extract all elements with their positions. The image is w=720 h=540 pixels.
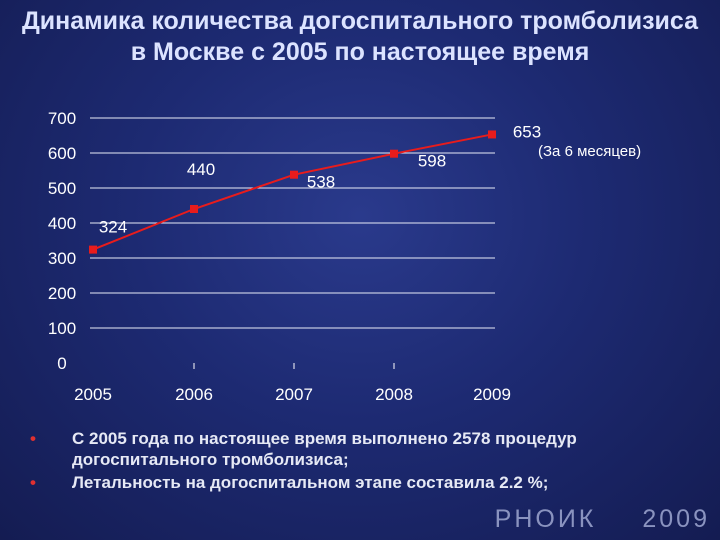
y-tick-label: 100 — [48, 319, 76, 338]
page-title: Динамика количества догоспитального тром… — [21, 7, 699, 66]
y-tick-label: 700 — [48, 109, 76, 128]
y-tick-label: 600 — [48, 144, 76, 163]
data-point — [190, 205, 198, 213]
x-tick-label: 2009 — [473, 385, 511, 404]
bullet-text: С 2005 года по настоящее время выполнено… — [72, 429, 577, 469]
data-label: 440 — [187, 160, 215, 179]
annotation-label: (За 6 месяцев) — [538, 143, 641, 160]
bullet-marker: • — [30, 429, 36, 448]
brand-name: РНОИК — [494, 505, 597, 533]
data-label: 538 — [307, 173, 335, 192]
bullet-item: • Летальность на догоспитальном этапе со… — [30, 472, 690, 493]
bullet-marker: • — [30, 473, 36, 492]
x-tick-label: 2006 — [175, 385, 213, 404]
y-tick-label: 400 — [48, 214, 76, 233]
data-label: 598 — [418, 152, 446, 171]
x-tick-label: 2007 — [275, 385, 313, 404]
brand-year: 2009 — [642, 505, 710, 533]
data-point — [390, 149, 398, 158]
bullet-list: • С 2005 года по настоящее время выполне… — [30, 428, 690, 495]
y-tick-label: 500 — [48, 179, 76, 198]
y-tick-label: 200 — [48, 284, 76, 303]
data-label: 324 — [99, 218, 127, 237]
bullet-item: • С 2005 года по настоящее время выполне… — [30, 428, 690, 470]
data-point — [89, 245, 97, 254]
data-point — [488, 130, 496, 139]
x-tick-label: 2005 — [74, 385, 112, 404]
data-label: 653 — [513, 122, 541, 141]
x-tick-label: 2008 — [375, 385, 413, 404]
line-chart: 0 100 200 300 400 500 600 700 2005 2006 2007 2008 20… — [48, 109, 641, 404]
y-tick-label: 0 — [57, 354, 66, 373]
data-point — [290, 170, 298, 179]
y-tick-label: 300 — [48, 249, 76, 268]
brand-logo: РНОИК 2009 — [495, 505, 710, 534]
bullet-text: Летальность на догоспитальном этапе сост… — [72, 473, 549, 492]
